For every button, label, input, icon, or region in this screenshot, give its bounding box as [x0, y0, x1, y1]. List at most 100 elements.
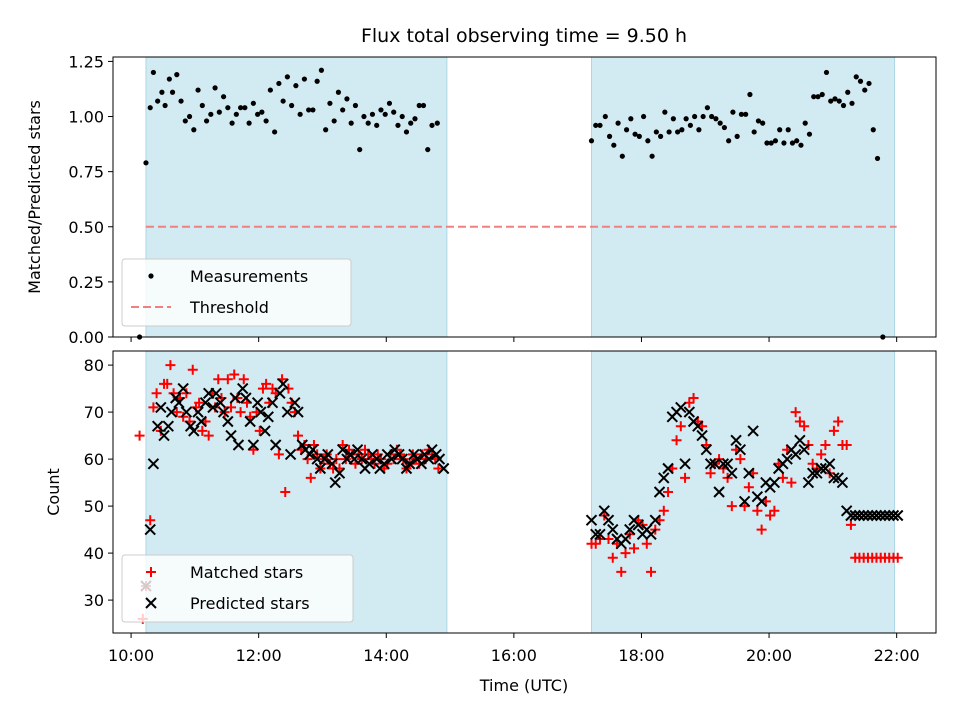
matched-star-point	[705, 468, 716, 479]
predicted-star-point	[658, 472, 670, 484]
measurement-point	[220, 94, 227, 100]
measurement-point	[399, 113, 405, 120]
predicted-star-point	[862, 509, 874, 522]
predicted-star-point	[274, 387, 286, 400]
matched-star-point	[229, 369, 240, 380]
measurement-point	[819, 91, 825, 98]
predicted-star-point	[262, 411, 274, 423]
matched-star-point	[799, 421, 810, 432]
measurement-point	[751, 129, 757, 135]
measurement-point	[828, 98, 834, 104]
matched-star-point	[162, 378, 173, 389]
measurement-point	[666, 129, 672, 135]
measurement-point	[713, 116, 719, 122]
measurement-point	[679, 127, 685, 133]
predicted-star-point	[363, 458, 375, 470]
predicted-star-point	[594, 528, 606, 541]
measurement-point	[645, 138, 651, 144]
predicted-star-point	[423, 453, 435, 465]
threshold-legend-label: Threshold	[189, 298, 269, 317]
predicted-star-point	[217, 406, 230, 418]
matched-star-point	[845, 519, 856, 530]
measurement-point	[862, 87, 868, 93]
matched-star-point	[833, 416, 844, 427]
measurement-point	[704, 105, 710, 111]
measurements-legend-label: Measurements	[190, 267, 308, 286]
predicted-star-point	[403, 458, 416, 470]
matched-star-point	[675, 421, 686, 432]
measurement-point	[760, 120, 766, 126]
x-tick-label: 14:00	[363, 646, 409, 665]
measurement-point	[391, 109, 397, 115]
ratio-panel: 0.00 0.25 0.50 0.75 1.00 1.25 Matched/Predict…	[25, 52, 937, 347]
predicted-star-point	[192, 406, 204, 418]
measurement-point	[696, 127, 702, 133]
measurement-point	[335, 89, 342, 95]
matched-star-point	[134, 430, 145, 441]
measurement-point	[314, 78, 320, 84]
predicted-star-point	[730, 434, 742, 447]
predicted-star-point	[883, 509, 895, 522]
measurement-point	[352, 102, 359, 109]
y-tick-label: 70	[84, 403, 104, 422]
predicted-star-point	[598, 505, 610, 517]
measurement-point	[429, 122, 435, 128]
predicted-star-point	[307, 443, 319, 456]
observing-window-2	[590, 56, 896, 338]
matched-star-point	[735, 454, 746, 465]
measurement-point	[755, 118, 762, 124]
predicted-star-point	[828, 472, 840, 484]
predicted-star-point	[232, 439, 245, 451]
predicted-star-point	[607, 523, 619, 536]
counts-y-axis: 30 40 50 60 70 80	[84, 356, 113, 610]
x-tick-label: 20:00	[746, 646, 792, 665]
matched-star-point	[892, 552, 903, 563]
measurement-point	[602, 113, 608, 120]
y-tick-label: 80	[84, 356, 104, 375]
predicted-star-point	[292, 406, 304, 418]
measurement-point	[301, 76, 307, 82]
predicted-star-point	[177, 382, 189, 395]
predicted-star-point	[269, 439, 282, 451]
predicted-star-point	[794, 434, 806, 447]
predicted-star-point	[662, 462, 674, 475]
measurement-point	[155, 98, 161, 104]
predicted-star-point	[845, 509, 857, 522]
matched-star-point	[756, 524, 767, 535]
counts-panel: 30 40 50 60 70 80 Count Matched stars Predict…	[44, 350, 937, 634]
measurement-point	[588, 138, 595, 144]
measurement-point	[692, 113, 698, 120]
measurement-point	[408, 120, 414, 126]
predicted-star-point	[802, 476, 815, 489]
predicted-star-point	[585, 514, 598, 526]
predicted-star-point	[259, 425, 271, 437]
predicted-star-point	[214, 396, 227, 409]
predicted-star-point	[289, 396, 301, 409]
measurement-point	[700, 113, 706, 120]
measurement-point	[216, 109, 222, 115]
predicted-star-point	[704, 458, 717, 470]
ratio-legend-box	[121, 258, 352, 327]
y-tick-label: 0.25	[68, 273, 104, 292]
y-tick-label: 60	[84, 450, 104, 469]
measurement-point	[186, 113, 193, 120]
measurement-point	[225, 105, 231, 111]
predicted-star-point	[173, 396, 185, 409]
measurement-point	[272, 129, 278, 135]
matched-star-point	[238, 374, 249, 385]
ratio-y-axis-label: Matched/Predicted stars	[25, 100, 44, 294]
measurement-point	[675, 129, 681, 135]
predicted-legend-label: Predicted stars	[190, 594, 310, 613]
y-tick-label: 0.75	[68, 163, 104, 182]
matched-star-point	[203, 430, 214, 441]
measurement-point	[640, 113, 647, 120]
measurement-point	[726, 138, 732, 144]
matched-star-point	[171, 407, 182, 418]
predicted-star-point	[887, 509, 900, 522]
predicted-star-point	[798, 443, 810, 456]
predicted-star-point	[645, 528, 657, 541]
predicted-star-point	[244, 415, 256, 428]
measurement-point	[806, 131, 813, 137]
x-tick-label: 16:00	[491, 646, 537, 665]
predicted-star-point	[378, 458, 390, 470]
